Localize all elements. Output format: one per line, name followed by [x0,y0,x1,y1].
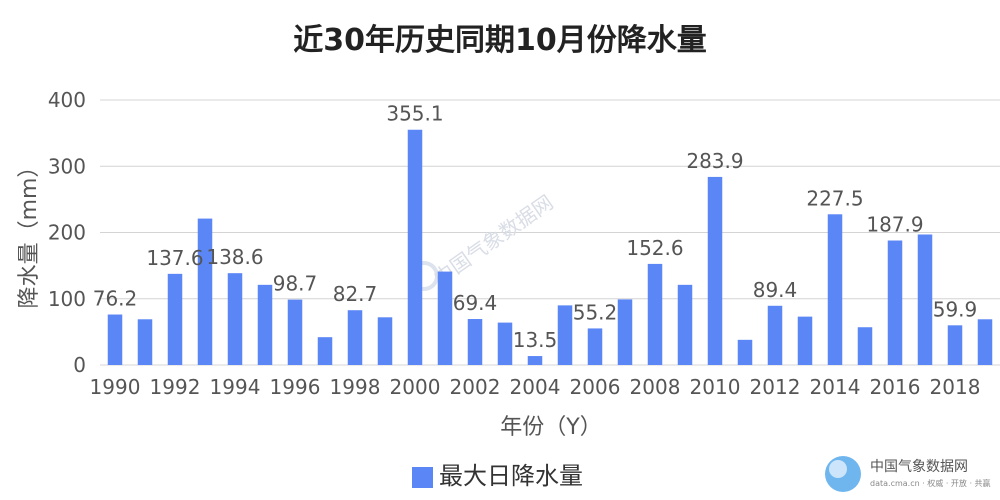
bar-2007 [617,299,633,365]
y-axis-title: 降水量（mm） [17,156,42,309]
x-axis-title: 年份（Y） [500,415,601,440]
bar-1992 [167,273,183,365]
bar-2016 [887,240,903,365]
bar-1996 [287,299,303,365]
data-label-2006: 55.2 [573,300,618,324]
legend-label: 最大日降水量 [439,462,583,490]
bar-2001 [437,271,453,365]
data-label-2014: 227.5 [806,186,863,210]
bar-2009 [677,284,693,365]
grid [100,99,1000,366]
y-tick-label: 0 [73,353,86,377]
bar-2017 [917,234,933,365]
x-tick-label: 1990 [90,375,141,399]
bar-2015 [857,327,873,365]
bar-2003 [497,322,513,365]
bar-2018 [947,325,963,365]
x-tick-label: 2006 [570,375,621,399]
data-label-2004: 13.5 [513,328,558,352]
bar-1998 [347,310,363,365]
x-tick-label: 1994 [210,375,261,399]
x-tick-label: 2010 [690,375,741,399]
data-label-2000: 355.1 [386,102,443,126]
bar-2002 [467,319,483,365]
data-label-2018: 59.9 [933,297,978,321]
y-axis-ticks: 0 100 200 300 400 [48,88,86,377]
y-tick-label: 100 [48,287,86,311]
cma-logo-highlight [829,460,847,478]
bar-2005 [557,305,573,365]
y-tick-label: 300 [48,154,86,178]
bar-2008 [647,263,663,365]
data-label-1990: 76.2 [93,287,138,311]
x-tick-label: 2004 [510,375,561,399]
x-tick-label: 1996 [270,375,321,399]
x-tick-label: 2002 [450,375,501,399]
bar-1993 [197,218,213,365]
bar-1994 [227,273,243,365]
logo: 中国气象数据网 data.cma.cn · 权威 · 开放 · 共赢 [825,456,991,492]
legend-swatch [412,467,433,488]
bar-2010 [707,176,723,365]
bar-2012 [767,305,783,365]
logo-url: data.cma.cn · 权威 · 开放 · 共赢 [870,478,991,488]
bar-2013 [797,316,813,365]
data-labels: 76.2 137.6 138.6 98.7 82.7 355.1 69.4 13.5 55.2 1… [93,102,978,352]
y-tick-label: 400 [48,88,86,112]
legend: 最大日降水量 [412,462,583,490]
logo-name: 中国气象数据网 [870,459,968,475]
x-tick-label: 2000 [390,375,441,399]
data-label-1994: 138.6 [206,245,263,269]
bar-2000 [407,129,423,365]
x-tick-label: 2012 [750,375,801,399]
x-tick-label: 2014 [810,375,861,399]
x-tick-label: 1992 [150,375,201,399]
x-tick-label: 2018 [930,375,981,399]
data-label-2008: 152.6 [626,236,683,260]
y-tick-label: 200 [48,221,86,245]
bar-1995 [257,284,273,365]
data-label-2012: 89.4 [753,278,798,302]
data-label-2002: 69.4 [453,291,498,315]
data-label-2016: 187.9 [866,213,923,237]
x-tick-label: 2008 [630,375,681,399]
bar-2011 [737,339,753,365]
bar-2004 [527,356,543,365]
bar-1999 [377,317,393,365]
data-label-1996: 98.7 [273,272,318,296]
bar-2019 [977,319,993,365]
x-axis-ticks: 1990 1992 1994 1996 1998 2000 2002 2004 2006 2008… [90,375,981,399]
bar-2014 [827,214,843,365]
data-label-2010: 283.9 [686,149,743,173]
bars [107,129,993,365]
x-tick-label: 2016 [870,375,921,399]
bar-1997 [317,337,333,365]
bar-1991 [137,319,153,365]
x-tick-label: 1998 [330,375,381,399]
data-label-1992: 137.6 [146,246,203,270]
bar-1990 [107,314,123,365]
data-label-1998: 82.7 [333,282,378,306]
chart-title: 近30年历史同期10月份降水量 [293,23,707,58]
watermark: 中国气象数据网 [409,190,558,291]
bar-2006 [587,328,603,365]
